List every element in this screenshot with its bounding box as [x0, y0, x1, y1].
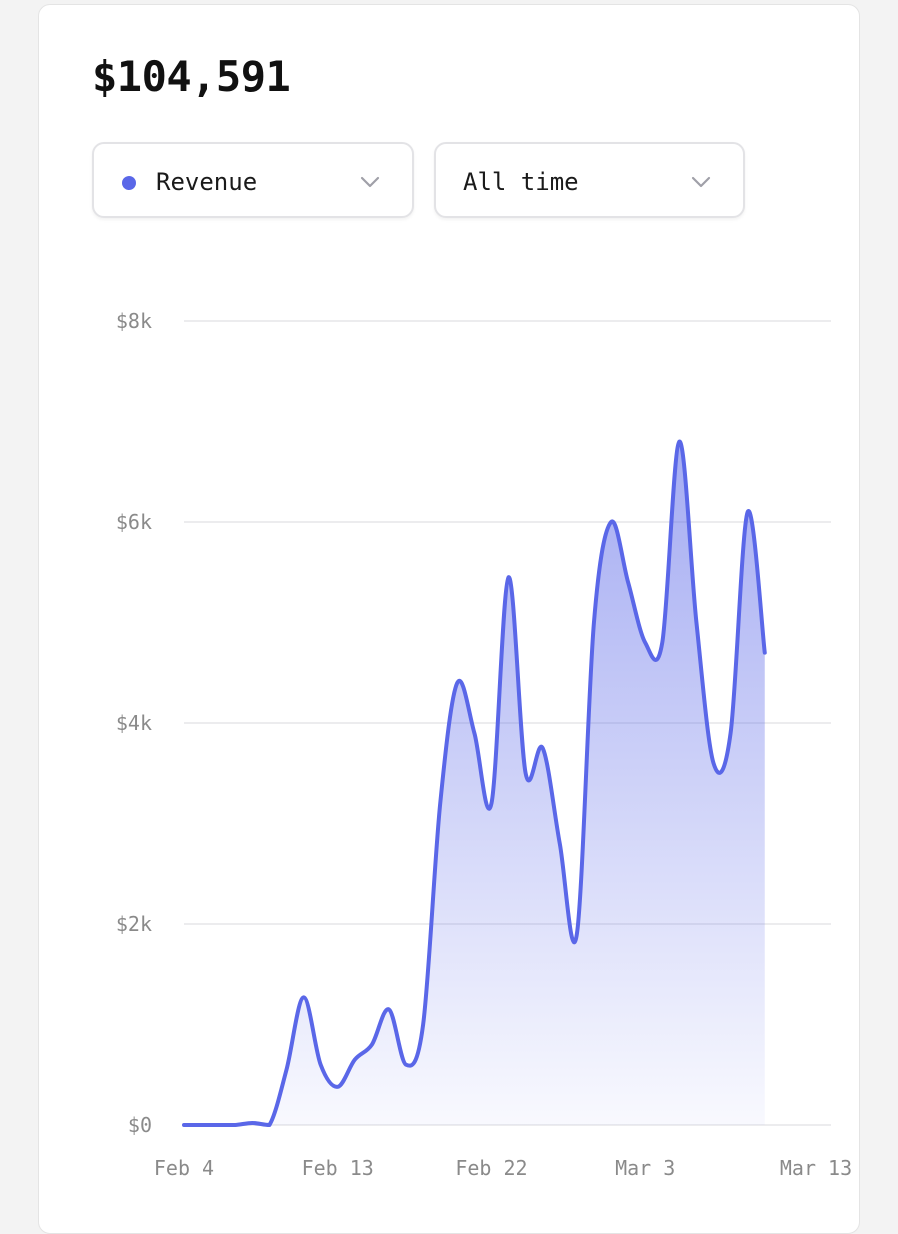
- x-tick-label: Feb 22: [455, 1156, 527, 1180]
- x-tick-label: Feb 13: [302, 1156, 374, 1180]
- y-tick-label: $2k: [116, 912, 152, 936]
- y-tick-label: $8k: [116, 309, 152, 333]
- y-tick-label: $0: [128, 1113, 152, 1137]
- x-tick-label: Feb 4: [154, 1156, 214, 1180]
- x-tick-label: Mar 3: [615, 1156, 675, 1180]
- revenue-area-fill: [184, 442, 765, 1125]
- x-tick-label: Mar 13: [780, 1156, 852, 1180]
- y-tick-label: $6k: [116, 510, 152, 534]
- revenue-area-chart: $0 $2k $4k $6k $8k Feb 4 Feb 13 Feb 22 Mar 3 Mar…: [0, 0, 898, 1200]
- y-tick-label: $4k: [116, 711, 152, 735]
